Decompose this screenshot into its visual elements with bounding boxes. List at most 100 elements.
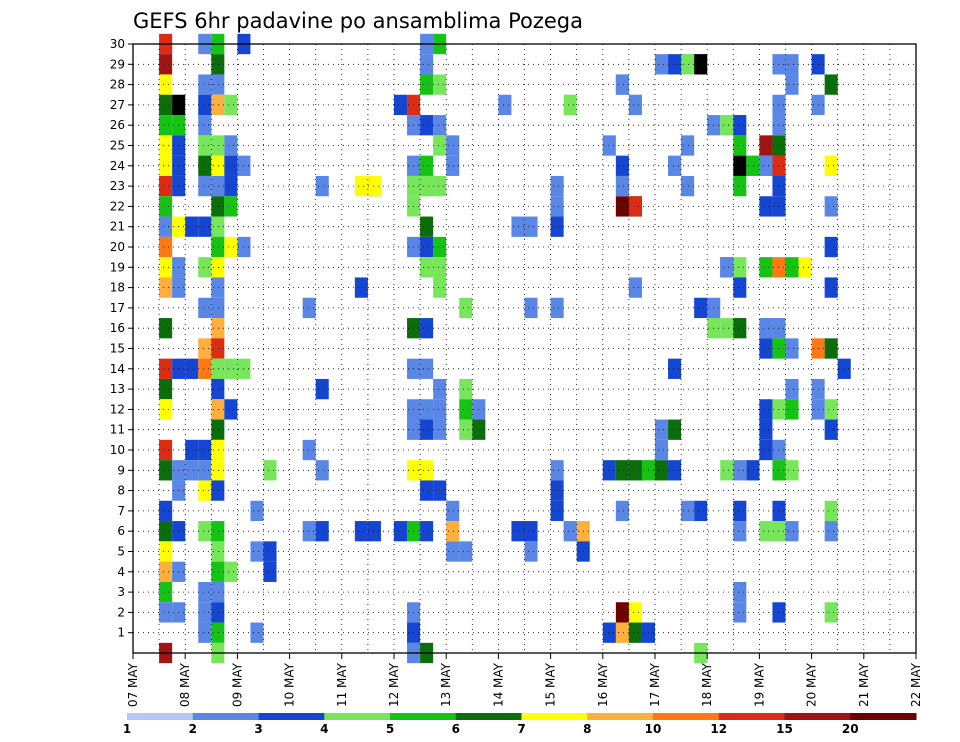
precip-cell — [602, 622, 616, 643]
precip-cell — [459, 378, 473, 400]
precip-cell — [224, 399, 238, 420]
x-tick-label: 14 MAY — [491, 662, 505, 707]
precip-cell — [263, 460, 277, 481]
precip-cell — [211, 74, 225, 95]
precip-cell — [824, 74, 838, 95]
precip-cell — [615, 500, 629, 522]
precip-cell — [354, 175, 368, 197]
colorbar-label: 2 — [189, 722, 197, 736]
precip-cell — [211, 541, 225, 562]
precip-cell — [615, 175, 629, 197]
precip-cell — [224, 175, 238, 197]
precip-cell — [498, 94, 512, 116]
precip-cell — [211, 561, 225, 582]
precip-cell — [420, 318, 434, 339]
y-tick-label: 22 — [110, 199, 125, 213]
precip-cell — [550, 480, 564, 501]
precip-cell — [759, 196, 773, 217]
precip-cell — [459, 297, 473, 319]
y-tick-label: 25 — [110, 139, 125, 153]
x-tick-label: 18 MAY — [700, 662, 714, 707]
precip-cell — [733, 581, 747, 603]
colorbar-label: 5 — [386, 722, 394, 736]
precip-cell — [198, 358, 212, 379]
precip-cell — [720, 115, 734, 136]
precip-cell — [733, 318, 747, 339]
precip-cell — [602, 460, 616, 481]
precip-cell — [211, 480, 225, 501]
precip-cell — [655, 439, 669, 461]
precip-cell — [211, 602, 225, 623]
precip-cell — [198, 257, 212, 278]
precip-cell — [511, 521, 525, 542]
precip-cell — [354, 277, 368, 298]
precip-cell — [681, 135, 695, 156]
precip-cell — [759, 338, 773, 359]
precip-cell — [198, 297, 212, 319]
precip-cell — [420, 358, 434, 379]
precip-cell — [824, 500, 838, 522]
precip-cell — [433, 74, 447, 95]
precip-cell — [198, 94, 212, 116]
precip-cell — [224, 155, 238, 176]
precip-cell — [263, 541, 277, 562]
precip-cell — [628, 602, 642, 623]
precip-cell — [615, 196, 629, 217]
precip-cell — [733, 257, 747, 278]
precip-cell — [628, 277, 642, 298]
precip-cell — [759, 419, 773, 440]
precip-cell — [211, 419, 225, 440]
precip-cell — [550, 297, 564, 319]
precip-cell — [694, 297, 708, 319]
precip-cell — [159, 439, 173, 461]
precip-cell — [746, 155, 760, 176]
precip-cell — [159, 257, 173, 278]
precip-cell — [420, 216, 434, 237]
y-tick-label: 16 — [110, 321, 125, 335]
colorbar-swatch — [258, 713, 325, 720]
precip-cell — [159, 358, 173, 379]
precip-cell — [759, 521, 773, 542]
precip-cell — [824, 521, 838, 542]
colorbar-swatch — [850, 713, 917, 720]
y-tick-label: 18 — [110, 281, 125, 295]
colorbar-swatch — [587, 713, 654, 720]
x-axis: 07 MAY 08 MAY 09 MAY 10 MAY 11 MAY 12 MAY 13 M… — [126, 653, 923, 707]
precip-cell — [211, 94, 225, 116]
precip-cell — [367, 175, 381, 197]
precip-cell — [446, 135, 460, 156]
x-tick-label: 19 MAY — [752, 662, 766, 707]
x-tick-label: 08 MAY — [178, 662, 192, 707]
precip-cell — [159, 115, 173, 136]
precip-cell — [211, 460, 225, 481]
precip-cell — [159, 135, 173, 156]
chart-title: GEFS 6hr padavine po ansamblima Pozega — [133, 9, 583, 33]
precip-cell — [211, 54, 225, 75]
precip-cell — [694, 54, 708, 75]
y-tick-label: 27 — [110, 98, 125, 112]
precip-cell — [211, 399, 225, 420]
precip-cell — [159, 318, 173, 339]
precip-cell — [211, 175, 225, 197]
precip-cell — [250, 622, 264, 643]
precip-cell — [420, 521, 434, 542]
precip-cell — [681, 54, 695, 75]
precip-cell — [550, 216, 564, 237]
precip-cell — [824, 196, 838, 217]
precip-cell — [198, 622, 212, 643]
precip-cell — [511, 216, 525, 237]
precip-cell — [824, 419, 838, 440]
precip-cell — [759, 135, 773, 156]
y-tick-label: 7 — [117, 504, 125, 518]
precip-cell — [211, 216, 225, 237]
precip-cell — [459, 419, 473, 440]
precip-cell — [550, 500, 564, 522]
precip-cell — [615, 460, 629, 481]
precip-cell — [655, 54, 669, 75]
precip-cell — [524, 541, 538, 562]
precip-cell — [211, 581, 225, 603]
y-tick-label: 4 — [117, 565, 125, 579]
precip-cell — [224, 94, 238, 116]
x-tick-label: 11 MAY — [335, 662, 349, 707]
y-tick-label: 28 — [110, 78, 125, 92]
